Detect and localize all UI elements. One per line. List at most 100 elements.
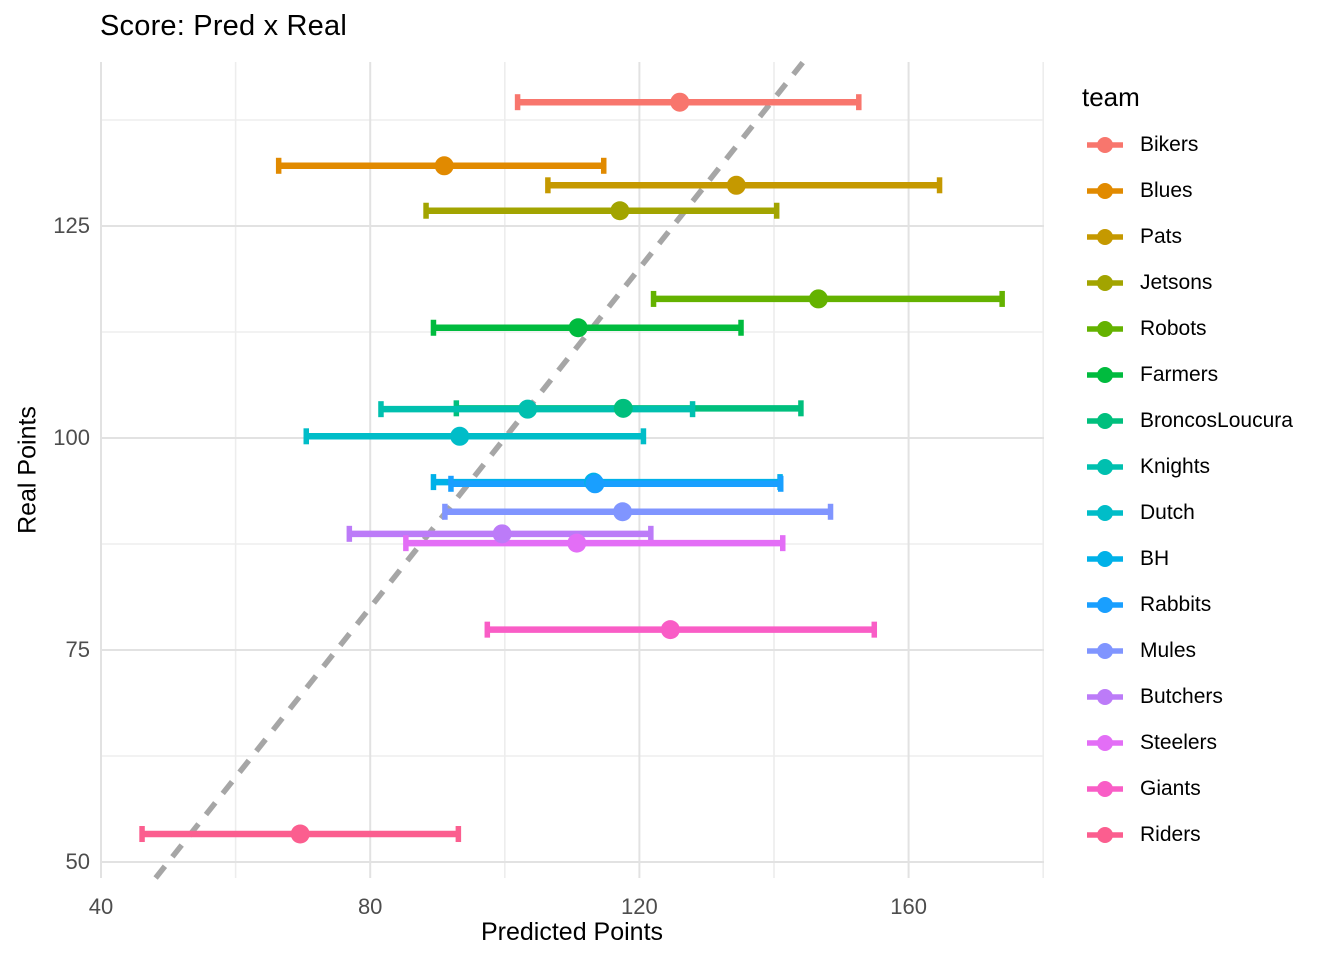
data-point-knights: [518, 399, 538, 419]
chart-title: Score: Pred x Real: [100, 10, 347, 42]
data-point-pats: [726, 175, 746, 195]
data-point-riders: [290, 824, 310, 844]
legend-item-label: Butchers: [1140, 685, 1223, 708]
data-point-bikers: [670, 92, 690, 112]
data-point-jetsons: [610, 201, 630, 221]
legend-title: team: [1082, 82, 1140, 112]
legend-key-pointrange-icon: [1087, 459, 1123, 475]
data-point-steelers: [567, 533, 587, 553]
legend-item-blues: Blues: [1086, 168, 1193, 214]
legend-key-pointrange-icon: [1087, 643, 1123, 659]
legend-key-pointrange-icon: [1087, 827, 1123, 843]
legend-item-label: Mules: [1140, 639, 1197, 662]
legend-item-steelers: Steelers: [1086, 720, 1217, 766]
legend-item-label: Robots: [1140, 317, 1207, 340]
legend-key-point: [1097, 781, 1113, 797]
data-point-butchers: [492, 524, 512, 544]
legend-key-pointrange-icon: [1087, 597, 1123, 613]
y-tick-label-125: 125: [53, 213, 90, 238]
legend-item-bh: BH: [1086, 536, 1169, 582]
legend-key-pointrange-icon: [1087, 137, 1123, 153]
legend-key-point: [1097, 367, 1113, 383]
y-axis-title: Real Points: [13, 406, 42, 534]
legend-item-label: Jetsons: [1140, 271, 1213, 294]
legend-item-label: Riders: [1140, 823, 1201, 846]
legend-item-label: Bikers: [1140, 133, 1199, 156]
legend-key-point: [1097, 137, 1113, 153]
legend-item-knights: Knights: [1086, 444, 1210, 490]
errorbar-jetsons: [423, 202, 780, 219]
legend-key-pointrange-icon: [1087, 275, 1123, 291]
legend-item-bikers: Bikers: [1086, 122, 1198, 168]
legend-item-giants: Giants: [1086, 766, 1201, 812]
legend-item-label: BH: [1140, 547, 1170, 570]
errorbar-giants: [484, 621, 878, 638]
identity-reference-line: [153, 60, 806, 880]
legend-item-label: Blues: [1140, 179, 1193, 202]
legend-item-butchers: Butchers: [1086, 674, 1223, 720]
legend-key-pointrange-icon: [1087, 689, 1123, 705]
legend-item-label: BroncosLoucura: [1140, 409, 1293, 432]
x-axis-title: Predicted Points: [480, 918, 664, 946]
data-point-mules: [613, 502, 633, 522]
y-tick-label-75: 75: [65, 637, 90, 662]
data-point-rabbits: [585, 474, 605, 494]
legend-key-point: [1097, 413, 1113, 429]
x-tick-label-120: 120: [621, 894, 658, 919]
legend-item-label: Dutch: [1140, 501, 1195, 524]
legend-key-pointrange-icon: [1087, 413, 1123, 429]
legend-key-point: [1097, 459, 1113, 475]
legend-item-pats: Pats: [1086, 214, 1182, 260]
data-point-blues: [434, 156, 454, 176]
legend-item-robots: Robots: [1086, 306, 1207, 352]
legend-key-pointrange-icon: [1087, 551, 1123, 567]
data-point-broncosloucura: [613, 398, 633, 418]
data-point-dutch: [450, 426, 470, 446]
legend-item-label: Rabbits: [1140, 593, 1212, 616]
legend-item-label: Giants: [1140, 777, 1201, 800]
data-point-farmers: [568, 318, 588, 338]
legend-item-riders: Riders: [1086, 812, 1201, 858]
legend-item-jetsons: Jetsons: [1086, 260, 1212, 306]
legend-key-point: [1097, 827, 1113, 843]
legend-item-broncosloucura: BroncosLoucura: [1086, 398, 1293, 444]
x-tick-label-160: 160: [890, 894, 927, 919]
legend-key-pointrange-icon: [1087, 321, 1123, 337]
errorbar-dutch: [303, 428, 647, 445]
legend-item-farmers: Farmers: [1086, 352, 1218, 398]
errorbar-steelers: [403, 535, 786, 552]
x-tick-label-40: 40: [88, 894, 114, 919]
data-point-robots: [808, 289, 828, 309]
legend-key-point: [1097, 505, 1113, 521]
legend-key-point: [1097, 643, 1113, 659]
legend-key-pointrange-icon: [1087, 229, 1123, 245]
legend-key-point: [1097, 597, 1113, 613]
x-tick-label-80: 80: [357, 894, 383, 919]
legend-item-label: Knights: [1140, 455, 1211, 478]
legend-key-point: [1097, 183, 1113, 199]
legend: team Bikers Blues Pats Jetsons Robots Farmers…: [1078, 0, 1344, 960]
legend-item-label: Steelers: [1140, 731, 1218, 754]
legend-item-label: Pats: [1140, 225, 1183, 248]
legend-key-point: [1097, 689, 1113, 705]
legend-item-rabbits: Rabbits: [1086, 582, 1211, 628]
legend-key-pointrange-icon: [1087, 781, 1123, 797]
legend-key-pointrange-icon: [1087, 505, 1123, 521]
legend-key-point: [1097, 735, 1113, 751]
legend-key-point: [1097, 229, 1113, 245]
data-point-giants: [660, 620, 680, 640]
legend-item-label: Farmers: [1140, 363, 1219, 386]
y-tick-label-100: 100: [53, 425, 90, 450]
legend-key-pointrange-icon: [1087, 735, 1123, 751]
legend-key-pointrange-icon: [1087, 183, 1123, 199]
legend-key-point: [1097, 275, 1113, 291]
legend-key-point: [1097, 551, 1113, 567]
errorbar-mules: [442, 503, 834, 520]
legend-key-point: [1097, 321, 1113, 337]
y-tick-label-50: 50: [65, 849, 90, 874]
legend-item-dutch: Dutch: [1086, 490, 1195, 536]
legend-key-pointrange-icon: [1087, 367, 1123, 383]
legend-item-mules: Mules: [1086, 628, 1196, 674]
errorbar-rabbits: [448, 475, 784, 492]
